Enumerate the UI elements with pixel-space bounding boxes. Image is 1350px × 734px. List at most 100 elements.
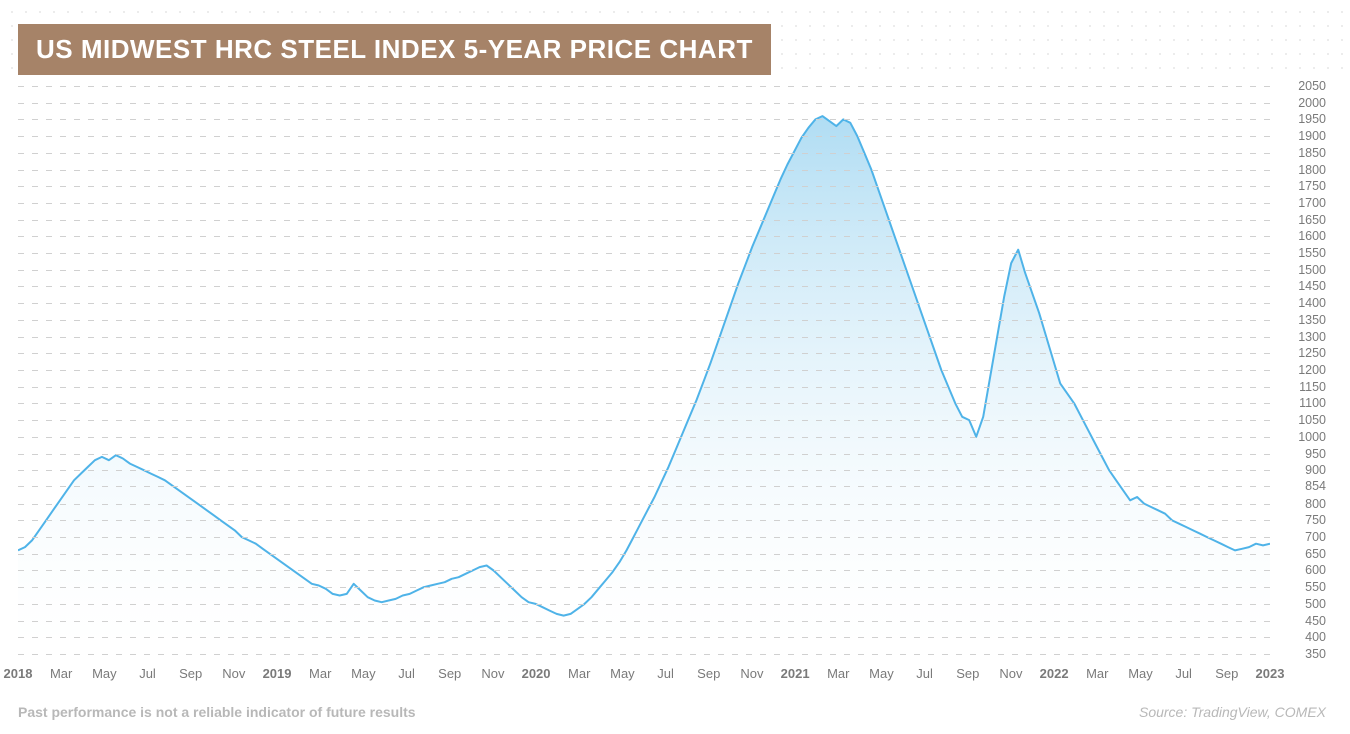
grid-line: [18, 86, 1270, 87]
grid-line: [18, 403, 1270, 404]
y-tick-label: 650: [1305, 547, 1326, 561]
y-tick-label: 1750: [1298, 179, 1326, 193]
grid-line: [18, 119, 1270, 120]
x-tick-label: Sep: [179, 666, 202, 681]
x-tick-label: Nov: [740, 666, 763, 681]
y-tick-label: 1100: [1299, 396, 1326, 410]
grid-line: [18, 270, 1270, 271]
y-tick-label: 1450: [1298, 279, 1326, 293]
x-tick-label: Jul: [916, 666, 933, 681]
grid-line: [18, 253, 1270, 254]
y-tick-label: 400: [1305, 630, 1326, 644]
grid-line: [18, 153, 1270, 154]
x-tick-label: Nov: [222, 666, 245, 681]
grid-line: [18, 537, 1270, 538]
x-tick-label: Mar: [827, 666, 849, 681]
grid-line: [18, 587, 1270, 588]
x-tick-label: Jul: [657, 666, 674, 681]
y-tick-label: 1400: [1298, 296, 1326, 310]
x-tick-label: 2018: [4, 666, 33, 681]
x-tick-label: Mar: [50, 666, 72, 681]
y-tick-label: 1150: [1299, 380, 1326, 394]
y-tick-label: 1600: [1298, 229, 1326, 243]
grid-line: [18, 136, 1270, 137]
y-tick-label: 950: [1305, 447, 1326, 461]
x-tick-label: 2019: [263, 666, 292, 681]
grid-line: [18, 520, 1270, 521]
grid-line: [18, 654, 1270, 655]
y-tick-label: 1900: [1298, 129, 1326, 143]
grid-line: [18, 420, 1270, 421]
grid-line: [18, 370, 1270, 371]
grid-line: [18, 337, 1270, 338]
x-tick-label: May: [869, 666, 894, 681]
x-tick-label: Sep: [956, 666, 979, 681]
y-tick-label: 854: [1305, 479, 1326, 493]
y-tick-label: 1350: [1298, 313, 1326, 327]
plot-area: [18, 86, 1270, 654]
y-tick-label: 2000: [1298, 96, 1326, 110]
y-tick-label: 600: [1305, 563, 1326, 577]
y-axis: 3504004505005506006507007508008549009501…: [1272, 86, 1330, 654]
grid-line: [18, 220, 1270, 221]
y-tick-label: 1050: [1298, 413, 1326, 427]
x-tick-label: Mar: [309, 666, 331, 681]
y-tick-label: 1500: [1298, 263, 1326, 277]
grid-line: [18, 470, 1270, 471]
y-tick-label: 500: [1305, 597, 1326, 611]
y-tick-label: 1250: [1298, 346, 1326, 360]
y-tick-label: 800: [1305, 497, 1326, 511]
y-tick-label: 1650: [1298, 213, 1326, 227]
grid-line: [18, 570, 1270, 571]
x-tick-label: 2021: [781, 666, 810, 681]
grid-line: [18, 554, 1270, 555]
area-fill: [18, 116, 1270, 654]
x-tick-label: Sep: [1215, 666, 1238, 681]
chart-container: 3504004505005506006507007508008549009501…: [18, 86, 1330, 654]
source-text: Source: TradingView, COMEX: [1139, 704, 1326, 720]
x-tick-label: May: [1128, 666, 1153, 681]
y-tick-label: 1550: [1298, 246, 1326, 260]
grid-line: [18, 604, 1270, 605]
y-tick-label: 1950: [1298, 112, 1326, 126]
y-tick-label: 1850: [1298, 146, 1326, 160]
grid-line: [18, 236, 1270, 237]
grid-line: [18, 170, 1270, 171]
y-tick-label: 1800: [1298, 163, 1326, 177]
y-tick-label: 1300: [1298, 330, 1326, 344]
x-tick-label: Jul: [139, 666, 156, 681]
grid-line: [18, 103, 1270, 104]
grid-line: [18, 387, 1270, 388]
y-tick-label: 550: [1305, 580, 1326, 594]
grid-line: [18, 486, 1270, 487]
x-tick-label: 2023: [1256, 666, 1285, 681]
y-tick-label: 1000: [1298, 430, 1326, 444]
x-tick-label: May: [351, 666, 376, 681]
y-tick-label: 1700: [1298, 196, 1326, 210]
x-tick-label: Mar: [1086, 666, 1108, 681]
x-tick-label: Nov: [999, 666, 1022, 681]
y-tick-label: 750: [1305, 513, 1326, 527]
grid-line: [18, 286, 1270, 287]
grid-line: [18, 353, 1270, 354]
x-tick-label: 2020: [522, 666, 551, 681]
x-tick-label: Nov: [481, 666, 504, 681]
grid-line: [18, 320, 1270, 321]
x-tick-label: Jul: [1175, 666, 1192, 681]
x-axis: 2018MarMayJulSepNov2019MarMayJulSepNov20…: [18, 666, 1270, 690]
grid-line: [18, 637, 1270, 638]
y-tick-label: 450: [1305, 614, 1326, 628]
grid-line: [18, 454, 1270, 455]
grid-line: [18, 203, 1270, 204]
y-tick-label: 1200: [1298, 363, 1326, 377]
y-tick-label: 700: [1305, 530, 1326, 544]
grid-line: [18, 186, 1270, 187]
x-tick-label: 2022: [1040, 666, 1069, 681]
x-tick-label: Sep: [438, 666, 461, 681]
x-tick-label: Jul: [398, 666, 415, 681]
grid-line: [18, 437, 1270, 438]
y-tick-label: 350: [1305, 647, 1326, 661]
grid-line: [18, 303, 1270, 304]
grid-line: [18, 504, 1270, 505]
x-tick-label: Mar: [568, 666, 590, 681]
